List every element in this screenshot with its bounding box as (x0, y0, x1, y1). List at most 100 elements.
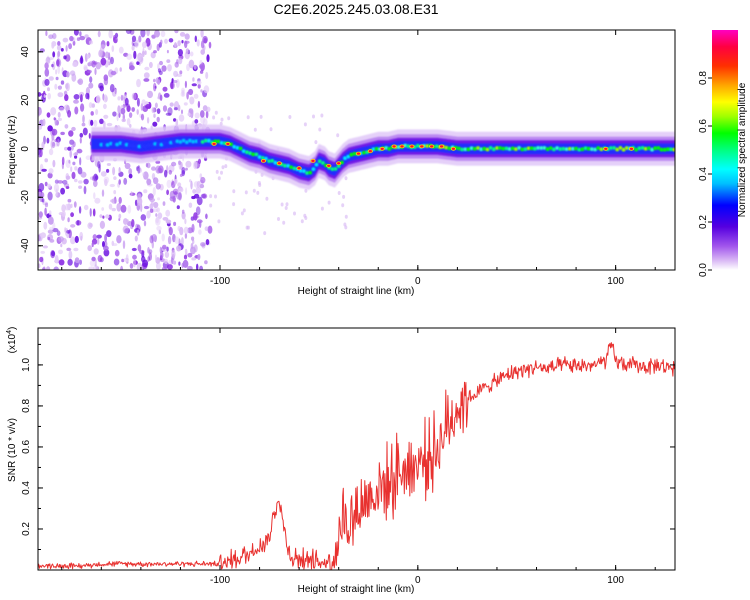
noise-blob (140, 214, 147, 221)
noise-blob (153, 113, 156, 118)
noise-blob (143, 220, 147, 227)
noise-blob (155, 165, 161, 174)
colorbar-tick-label: 0.8 (698, 71, 709, 85)
noise-blob (155, 183, 161, 190)
noise-blob (187, 265, 193, 270)
snr-multiplier-label: (x104) (6, 327, 18, 354)
ridge-core (134, 144, 139, 149)
noise-blob (185, 48, 190, 55)
noise-blob (47, 92, 51, 100)
noise-blob (64, 227, 67, 233)
noise-blob (93, 264, 98, 270)
noise-blob (129, 123, 132, 128)
noise-blob (79, 231, 84, 241)
ridge-core (564, 147, 569, 152)
noise-blob (152, 121, 158, 127)
noise-blob (64, 94, 69, 102)
noise-blob (170, 81, 174, 90)
ridge-core (510, 146, 515, 151)
noise-blob (74, 106, 79, 115)
noise-blob (151, 107, 155, 114)
noise-blob (217, 219, 221, 224)
noise-blob (181, 211, 186, 220)
noise-blob (143, 205, 150, 210)
spectrogram-marks (38, 30, 675, 270)
noise-blob (56, 58, 62, 68)
noise-blob (39, 256, 44, 263)
noise-blob (60, 243, 63, 248)
noise-blob (144, 50, 147, 55)
y-tick-label: 0.8 (21, 399, 32, 413)
noise-blob (162, 86, 168, 92)
noise-blob (156, 207, 160, 213)
noise-blob (51, 63, 54, 68)
noise-blob (106, 41, 110, 47)
noise-blob (181, 209, 185, 214)
noise-blob (192, 189, 197, 194)
snr-xlabel: Height of straight line (km) (298, 584, 415, 595)
noise-blob (70, 203, 73, 209)
noise-blob (49, 226, 54, 231)
ridge-core (476, 146, 480, 150)
noise-blob (87, 245, 92, 252)
noise-blob (153, 82, 157, 92)
noise-blob (136, 229, 140, 236)
noise-blob (178, 261, 181, 266)
noise-blob (221, 165, 225, 170)
ridge-core (175, 139, 180, 144)
noise-blob (106, 168, 110, 173)
noise-blob (285, 202, 289, 207)
noise-blob (147, 256, 150, 262)
noise-blob (173, 221, 177, 226)
noise-blob (341, 203, 345, 208)
noise-blob (64, 124, 69, 129)
noise-blob (45, 30, 48, 36)
noise-blob (67, 110, 72, 118)
noise-blob (63, 104, 70, 111)
noise-blob (102, 241, 105, 248)
noise-blob (191, 195, 196, 200)
ridge-hotspot (368, 150, 372, 153)
ridge-core (580, 147, 585, 152)
x-tick-label: 0 (415, 276, 421, 287)
noise-blob (72, 40, 76, 46)
noise-blob (172, 260, 177, 265)
ridge-core (460, 147, 464, 152)
noise-blob (188, 88, 194, 96)
ridge-core (662, 147, 667, 152)
noise-blob (318, 127, 322, 132)
noise-blob (162, 217, 169, 221)
noise-blob (179, 226, 184, 236)
noise-blob (65, 175, 71, 180)
noise-blob (156, 116, 160, 123)
noise-blob (52, 33, 57, 40)
noise-blob (137, 167, 143, 174)
noise-blob (154, 102, 158, 109)
noise-blob (38, 125, 43, 130)
noise-blob (88, 133, 91, 139)
noise-blob (55, 188, 58, 197)
noise-blob (101, 189, 105, 197)
ridge-core (336, 164, 341, 169)
noise-blob (73, 30, 79, 36)
noise-blob (106, 122, 113, 127)
noise-blob (131, 219, 135, 228)
ridge-core (387, 147, 392, 151)
noise-blob (113, 190, 117, 195)
ridge-core (352, 151, 357, 156)
noise-blob (52, 228, 59, 233)
ridge-hotspot (392, 145, 396, 148)
noise-blob (42, 266, 46, 270)
noise-blob (126, 221, 133, 227)
noise-blob (130, 191, 133, 197)
ridge-core (469, 146, 474, 151)
noise-blob (79, 259, 82, 265)
ridge-core (305, 171, 309, 175)
noise-blob (136, 197, 143, 206)
noise-blob (161, 233, 165, 242)
ridge-core (273, 160, 278, 165)
noise-blob (154, 254, 158, 261)
noise-blob (109, 84, 115, 93)
noise-blob (178, 114, 185, 122)
ridge-core (150, 143, 154, 147)
